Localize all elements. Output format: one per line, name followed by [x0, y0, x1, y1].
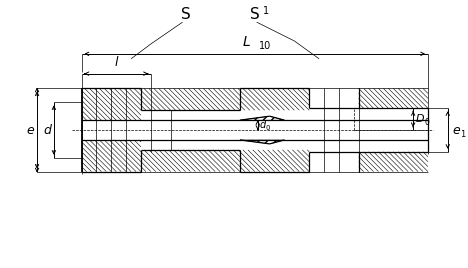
Text: S: S [181, 7, 190, 22]
Text: 10: 10 [259, 41, 271, 51]
Text: S: S [250, 7, 260, 22]
Text: D: D [416, 114, 425, 124]
Text: 1: 1 [460, 129, 465, 139]
Text: 1: 1 [263, 6, 269, 16]
Text: e: e [453, 124, 461, 136]
Polygon shape [240, 140, 285, 144]
Text: 0: 0 [266, 125, 270, 131]
Text: d: d [43, 124, 51, 136]
Text: d: d [260, 120, 266, 130]
Text: e: e [26, 124, 34, 136]
Text: 0: 0 [424, 118, 429, 126]
Text: l: l [115, 56, 118, 69]
Text: L: L [243, 35, 251, 49]
Polygon shape [240, 116, 285, 120]
